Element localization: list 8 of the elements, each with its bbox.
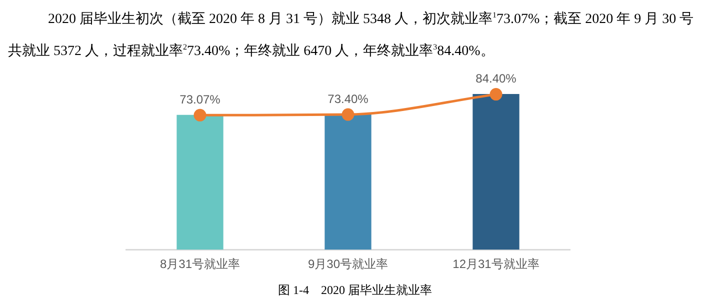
data-label: 73.40% xyxy=(328,92,369,106)
text: 2020 届毕业生初次（截至 2020 年 8 月 31 号）就业 5348 人，初次就业率$^{1}$73.07%；截至 2020 年 9 月 30 号共就业 5372 人，过程就业率$^{2}$73.40%；年终就业 6470 人，年终就业率$^{3}$84.40%。 xyxy=(8,10,694,59)
x-tick-label: 12月31号就业率 xyxy=(452,257,540,272)
x-tick-label: 8月31号就业率 xyxy=(160,257,240,272)
data-label: 84.40% xyxy=(476,72,517,86)
data-label: 73.07% xyxy=(180,92,221,106)
text: 图 1-4 2020 届毕业生就业率 xyxy=(277,282,433,299)
x-tick-label: 9月30号就业率 xyxy=(308,257,388,272)
